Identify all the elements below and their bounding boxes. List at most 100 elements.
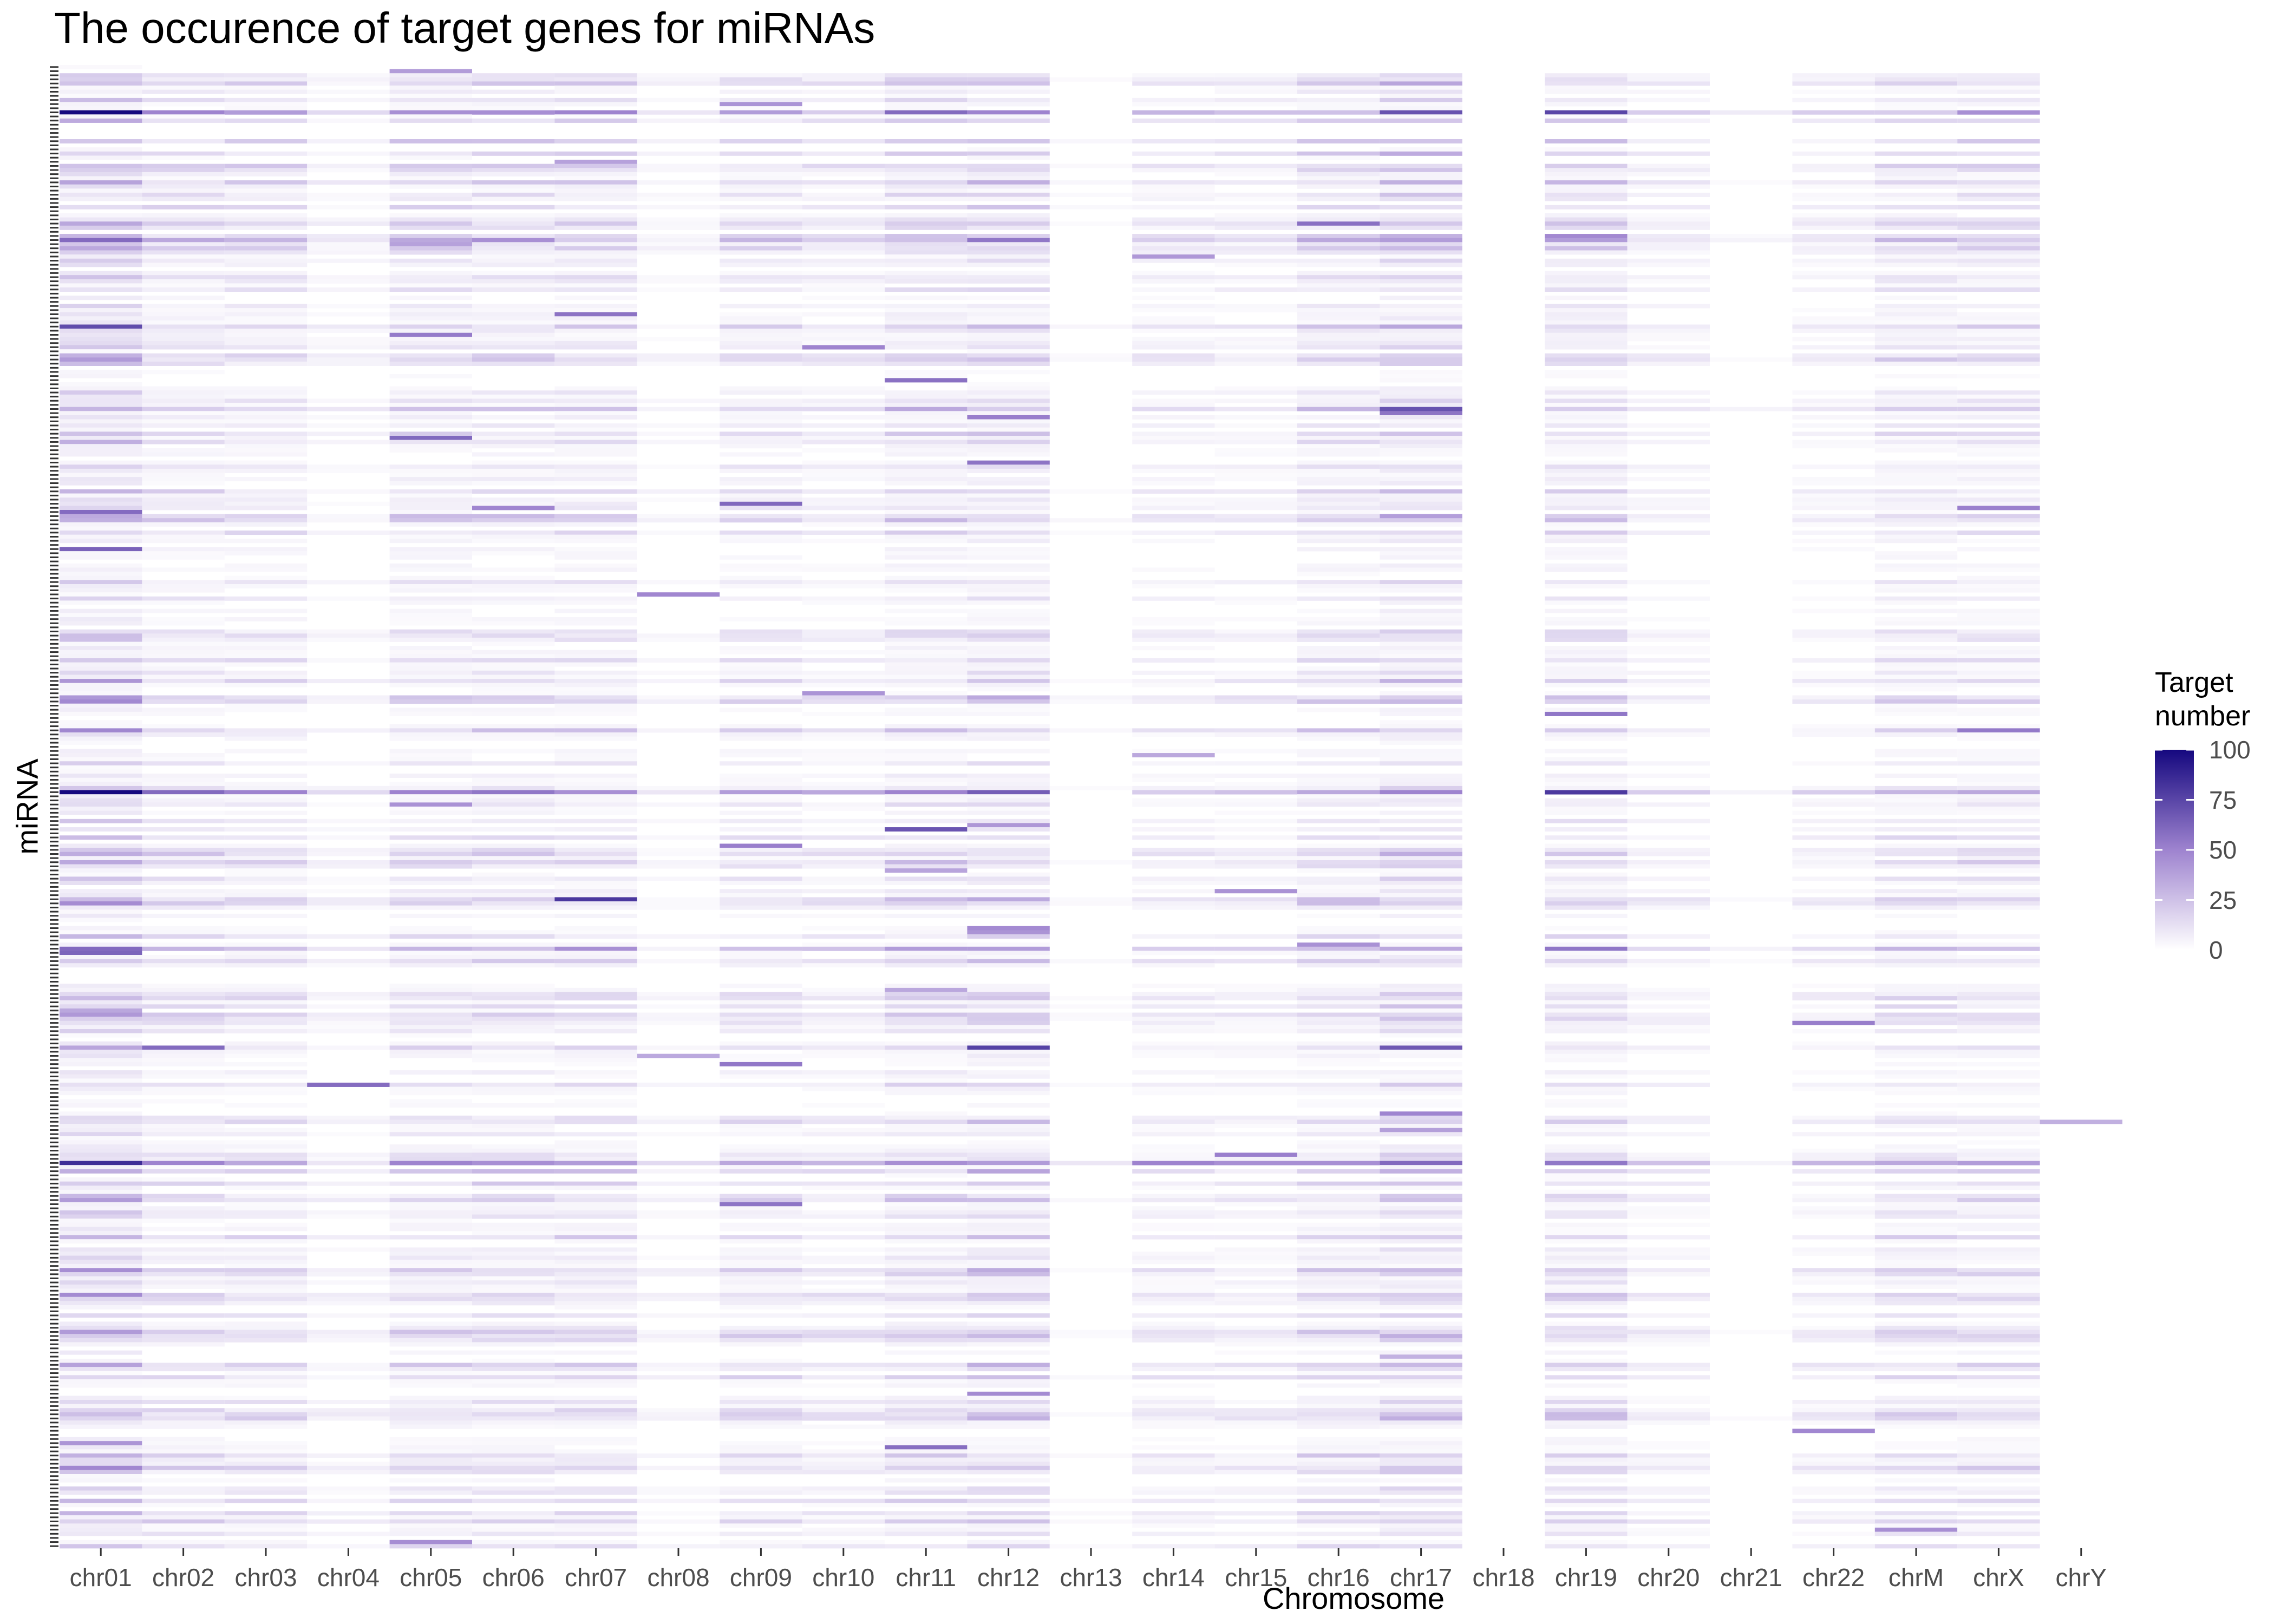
- heatmap-cell: [60, 901, 142, 906]
- heatmap-cell: [1874, 646, 1958, 651]
- heatmap-cell: [389, 1531, 472, 1536]
- heatmap-cell: [1957, 163, 2040, 168]
- heatmap-cell: [1297, 312, 1380, 317]
- heatmap-cell: [142, 1334, 225, 1339]
- heatmap-cell: [637, 1453, 720, 1458]
- heatmap-cell: [1545, 1144, 1628, 1149]
- heatmap-cell: [885, 666, 968, 671]
- heatmap-cell: [554, 312, 637, 317]
- heatmap-cell: [1297, 1144, 1380, 1149]
- heatmap-cell: [1380, 370, 1462, 375]
- heatmap-cell: [1874, 1239, 1958, 1244]
- heatmap-cell: [1874, 1103, 1958, 1108]
- heatmap-cell: [60, 102, 142, 107]
- heatmap-cell: [1297, 893, 1380, 898]
- heatmap-cell: [472, 650, 555, 654]
- heatmap-cell: [1545, 1268, 1628, 1273]
- heatmap-cell: [885, 1424, 968, 1429]
- heatmap-cell: [967, 1132, 1050, 1137]
- heatmap-cell: [1297, 658, 1380, 663]
- heatmap-cell: [224, 872, 308, 877]
- heatmap-cell: [60, 415, 142, 420]
- heatmap-cell: [1545, 118, 1628, 123]
- heatmap-cell: [1545, 860, 1628, 865]
- heatmap-cell: [1874, 794, 1958, 799]
- heatmap-cell: [637, 695, 720, 700]
- heatmap-cell: [967, 1330, 1050, 1334]
- heatmap-cell: [967, 617, 1050, 621]
- heatmap-cell: [1957, 1338, 2040, 1343]
- heatmap-cell: [885, 250, 968, 255]
- heatmap-cell: [1545, 1284, 1628, 1289]
- heatmap-cell: [1214, 464, 1297, 469]
- heatmap-cell: [142, 1321, 225, 1326]
- heatmap-cell: [389, 683, 472, 687]
- heatmap-cell: [1792, 670, 1875, 675]
- heatmap-cell: [307, 329, 390, 333]
- heatmap-cell: [1132, 398, 1215, 403]
- heatmap-cell: [1380, 1252, 1462, 1256]
- heatmap-cell: [1545, 897, 1628, 902]
- heatmap-cell: [967, 724, 1050, 729]
- heatmap-cell: [60, 926, 142, 931]
- heatmap-cell: [389, 1383, 472, 1388]
- heatmap-cell: [1380, 774, 1462, 778]
- heatmap-cell: [142, 407, 225, 411]
- heatmap-cell: [967, 163, 1050, 168]
- heatmap-cell: [1627, 501, 1710, 506]
- heatmap-cell: [1874, 1091, 1958, 1096]
- heatmap-cell: [554, 1025, 637, 1030]
- heatmap-cell: [885, 398, 968, 403]
- heatmap-cell: [885, 802, 968, 807]
- heatmap-cell: [885, 1194, 968, 1199]
- heatmap-cell: [60, 992, 142, 997]
- heatmap-cell: [1297, 1293, 1380, 1298]
- heatmap-cell: [472, 934, 555, 939]
- heatmap-cell: [720, 897, 802, 902]
- heatmap-cell: [720, 110, 802, 115]
- heatmap-cell: [1957, 1252, 2040, 1256]
- heatmap-cell: [885, 1408, 968, 1413]
- heatmap-cell: [1874, 73, 1958, 78]
- heatmap-cell: [802, 1255, 885, 1260]
- heatmap-cell: [1545, 959, 1628, 964]
- heatmap-cell: [224, 89, 308, 94]
- heatmap-cell: [1132, 934, 1215, 939]
- heatmap-cell: [307, 1235, 390, 1240]
- heatmap-cell: [1545, 1091, 1628, 1096]
- heatmap-cell: [60, 312, 142, 317]
- heatmap-cell: [1297, 514, 1380, 519]
- heatmap-cell: [307, 1490, 390, 1495]
- heatmap-cell: [224, 567, 308, 572]
- heatmap-cell: [1380, 1045, 1462, 1050]
- heatmap-cell: [1874, 234, 1958, 239]
- heatmap-cell: [1627, 275, 1710, 280]
- heatmap-cell: [1710, 1161, 1793, 1165]
- heatmap-cell: [554, 1379, 637, 1384]
- heatmap-cell: [1874, 172, 1958, 176]
- heatmap-cell: [307, 876, 390, 881]
- heatmap-cell: [1545, 1296, 1628, 1301]
- heatmap-cell: [224, 287, 308, 292]
- heatmap-cell: [1297, 1519, 1380, 1524]
- heatmap-cell: [637, 1053, 720, 1058]
- heatmap-cell: [1132, 1284, 1215, 1289]
- heatmap-cell: [307, 431, 390, 436]
- heatmap-cell: [1545, 608, 1628, 613]
- heatmap-cell: [1874, 683, 1958, 687]
- heatmap-cell: [1545, 1053, 1628, 1058]
- heatmap-cell: [1957, 1383, 2040, 1388]
- heatmap-cell: [637, 151, 720, 156]
- heatmap-cell: [60, 296, 142, 300]
- heatmap-cell: [472, 1029, 555, 1034]
- heatmap-cell: [720, 675, 802, 679]
- heatmap-cell: [389, 180, 472, 185]
- heatmap-cell: [1627, 1544, 1710, 1549]
- heatmap-cell: [472, 1358, 555, 1363]
- heatmap-cell: [802, 539, 885, 543]
- heatmap-cell: [472, 73, 555, 78]
- heatmap-cell: [967, 633, 1050, 638]
- heatmap-cell: [472, 436, 555, 441]
- heatmap-cell: [1957, 807, 2040, 811]
- heatmap-cell: [967, 670, 1050, 675]
